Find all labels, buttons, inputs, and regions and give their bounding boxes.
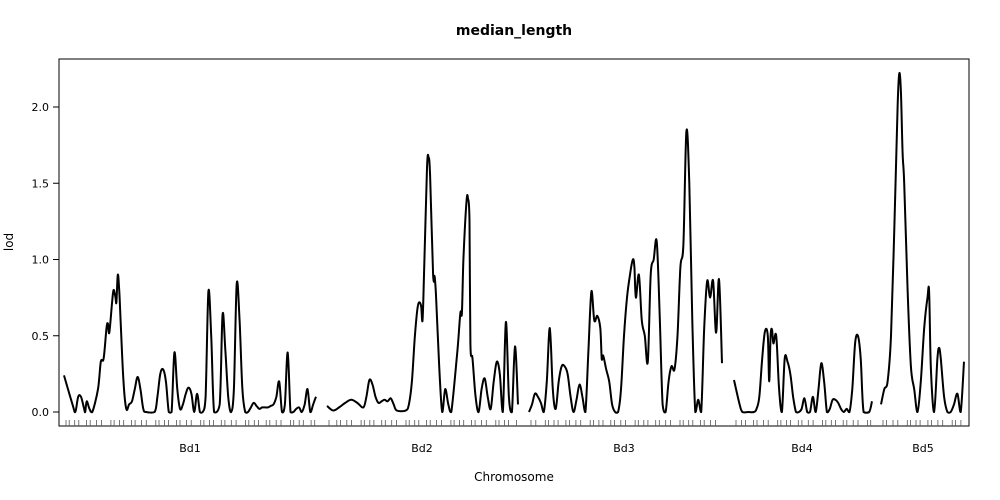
x-axis: Bd1 Bd2 Bd3 Bd4 Bd5 — [179, 442, 934, 455]
y-tick-label: 0.0 — [32, 406, 50, 419]
chromosome-label: Bd2 — [411, 442, 433, 455]
chromosome-label: Bd1 — [179, 442, 201, 455]
lod-line-bd5 — [880, 71, 965, 414]
chromosome-label: Bd4 — [791, 442, 813, 455]
chart-title: median_length — [456, 23, 572, 39]
lod-line-bd1 — [63, 273, 317, 414]
chromosome-label: Bd3 — [613, 442, 635, 455]
lod-line-bd3 — [528, 128, 723, 414]
y-tick-label: 2.0 — [32, 101, 50, 114]
y-axis-label: lod — [2, 233, 16, 251]
y-tick-label: 1.0 — [32, 254, 50, 267]
y-tick-label: 0.5 — [32, 330, 50, 343]
lod-line-bd4 — [733, 327, 873, 414]
x-axis-label: Chromosome — [474, 470, 554, 484]
y-tick-label: 1.5 — [32, 177, 50, 190]
lod-line-bd2 — [326, 153, 519, 414]
y-axis: 0.0 0.5 1.0 1.5 2.0 — [32, 101, 59, 419]
plot-frame — [58, 58, 970, 427]
marker-rug — [65, 420, 962, 426]
chromosome-label: Bd5 — [912, 442, 934, 455]
lod-series-group — [63, 71, 965, 414]
